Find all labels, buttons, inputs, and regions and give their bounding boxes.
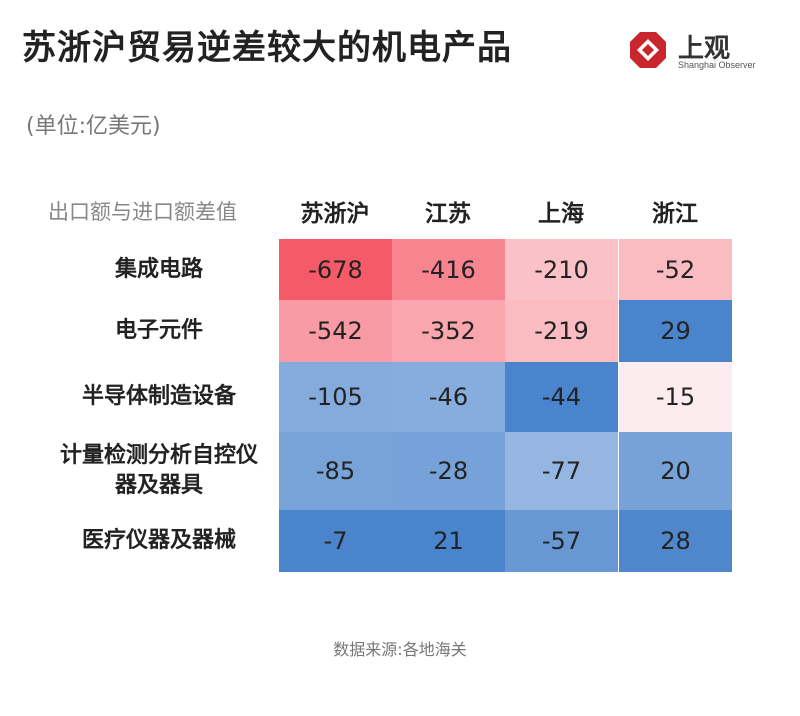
chart-title: 苏浙沪贸易逆差较大的机电产品 <box>22 28 512 68</box>
heatmap-cell: -7 <box>279 510 392 572</box>
row-label-line: 医疗仪器及器械 <box>81 528 236 553</box>
source-note: 数据来源:各地海关 <box>333 640 467 659</box>
cell-value: -352 <box>421 317 476 345</box>
shanghai-observer-logo: 上观 Shanghai Observer <box>628 28 788 74</box>
heatmap-cell: -352 <box>392 300 505 362</box>
heatmap-cell: -57 <box>505 510 618 572</box>
row-label-line: 半导体制造设备 <box>81 384 236 409</box>
row-label-line: 计量检测分析自控仪 <box>59 443 258 468</box>
row-label: 集成电路 <box>40 255 278 285</box>
cell-value: 28 <box>660 527 691 555</box>
cell-value: -28 <box>428 457 469 485</box>
cell-value: -57 <box>541 527 582 555</box>
heatmap-cell: -85 <box>279 432 392 510</box>
heatmap-cell: 28 <box>619 510 732 572</box>
heatmap-cell: -15 <box>619 362 732 432</box>
heatmap-cell: -44 <box>505 362 618 432</box>
cell-value: -44 <box>541 383 582 411</box>
row-label-line: 集成电路 <box>114 256 203 282</box>
cell-value: -105 <box>308 383 363 411</box>
cell-value: -52 <box>655 255 696 284</box>
heatmap-cell: -678 <box>279 239 392 300</box>
cell-value: -15 <box>655 383 696 411</box>
column-header: 上海 <box>538 201 584 227</box>
cell-value: 20 <box>660 457 691 485</box>
row-label: 电子元件 <box>40 316 278 346</box>
heatmap-cell: 20 <box>619 432 732 510</box>
cell-value: -219 <box>534 317 589 345</box>
heatmap-cell: -77 <box>505 432 618 510</box>
cell-value: 21 <box>433 527 464 555</box>
heatmap-cell: 21 <box>392 510 505 572</box>
cell-value: -46 <box>428 383 469 411</box>
heatmap-cell: -210 <box>505 239 618 300</box>
logo-subtitle: Shanghai Observer <box>678 60 756 70</box>
cell-value: 29 <box>660 317 691 345</box>
row-label: 半导体制造设备 <box>40 382 278 412</box>
logo-text: 上观 <box>678 34 731 64</box>
cell-value: -416 <box>421 255 476 284</box>
shanghai-observer-logo-icon <box>630 32 666 68</box>
unit-label: (单位:亿美元) <box>26 114 161 139</box>
corner-label: 出口额与进口额差值 <box>48 200 237 224</box>
row-label: 计量检测分析自控仪 器及器具 <box>40 441 278 501</box>
heatmap-cell: -542 <box>279 300 392 362</box>
cell-value: -678 <box>308 255 363 284</box>
column-header: 江苏 <box>425 201 471 227</box>
column-header: 浙江 <box>652 201 698 227</box>
cell-value: -77 <box>541 457 582 485</box>
row-label-line: 电子元件 <box>114 318 203 343</box>
cell-value: -210 <box>534 255 589 284</box>
row-label: 医疗仪器及器械 <box>40 526 278 556</box>
heatmap-cell: -28 <box>392 432 505 510</box>
heatmap-cell: -52 <box>619 239 732 300</box>
cell-value: -85 <box>315 457 356 485</box>
heatmap-cell: 29 <box>619 300 732 362</box>
column-header: 苏浙沪 <box>300 201 370 227</box>
heatmap-cell: -219 <box>505 300 618 362</box>
heatmap-cell: -416 <box>392 239 505 300</box>
row-label-line: 器及器具 <box>114 473 203 498</box>
heatmap-cell: -46 <box>392 362 505 432</box>
heatmap-cell: -105 <box>279 362 392 432</box>
cell-value: -7 <box>323 527 348 555</box>
cell-value: -542 <box>308 317 363 345</box>
